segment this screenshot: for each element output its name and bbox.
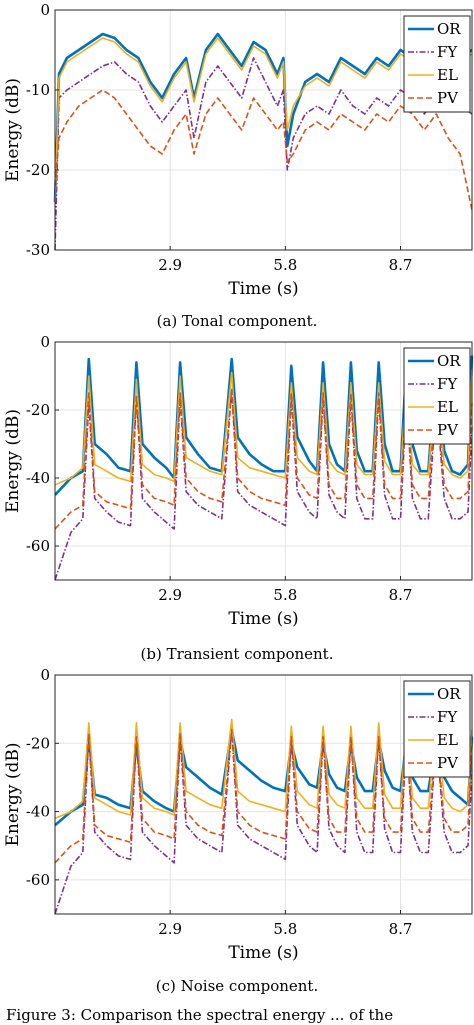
figure-caption-fragment: Figure 3: Comparison the spectral energy… xyxy=(6,1006,394,1024)
y-tick-label: -30 xyxy=(26,241,50,259)
x-tick-label: 5.8 xyxy=(273,256,297,274)
legend-box xyxy=(403,15,471,113)
caption-a: (a) Tonal component. xyxy=(156,312,318,330)
legend-label-pv: PV xyxy=(437,421,459,439)
x-tick-label: 2.9 xyxy=(158,586,182,604)
legend-label-fy: FY xyxy=(437,708,458,726)
legend-label-pv: PV xyxy=(437,89,459,107)
y-axis-label: Energy (dB) xyxy=(3,742,23,846)
legend: OR FY EL PV xyxy=(403,680,471,778)
y-tick-label: -20 xyxy=(26,161,50,179)
y-tick-label: 0 xyxy=(40,333,50,351)
x-tick-label: 8.7 xyxy=(389,920,413,938)
y-tick-label: -40 xyxy=(26,803,50,821)
legend-label-or: OR xyxy=(437,685,461,703)
chart-panel-0: 2.9 5.8 8.7 0 -10 -20 -30 Time (s) Energy (dB) OR… xyxy=(3,1,473,299)
legend-box xyxy=(403,680,471,778)
legend-label-el: EL xyxy=(437,66,458,84)
legend-label-fy: FY xyxy=(437,375,458,393)
x-axis-label: Time (s) xyxy=(228,609,298,629)
y-tick-label: -20 xyxy=(26,401,50,419)
chart-panel-1: 2.9 5.8 8.7 0 -20 -40 -60 Time (s) Energy (dB) OR… xyxy=(3,333,474,629)
x-axis-label: Time (s) xyxy=(228,279,298,299)
legend-box xyxy=(403,347,471,445)
legend: OR FY EL PV xyxy=(403,347,471,445)
legend-label-fy: FY xyxy=(437,43,458,61)
legend-label-el: EL xyxy=(437,731,458,749)
series-line-el xyxy=(54,369,473,486)
y-tick-label: 0 xyxy=(40,666,50,684)
series-line-pv xyxy=(54,89,473,211)
y-tick-label: -20 xyxy=(26,734,50,752)
chart-panel-2: 2.9 5.8 8.7 0 -20 -40 -60 Time (s) Energy (dB) OR… xyxy=(3,666,474,963)
y-tick-label: 0 xyxy=(40,1,50,19)
series-line-el xyxy=(54,718,473,820)
y-tick-label: -40 xyxy=(26,469,50,487)
legend-label-or: OR xyxy=(437,20,461,38)
legend-label-el: EL xyxy=(437,398,458,416)
legend: OR FY EL PV xyxy=(403,15,471,113)
caption-b: (b) Transient component. xyxy=(140,645,334,663)
caption-c: (c) Noise component. xyxy=(155,977,319,995)
x-tick-label: 2.9 xyxy=(158,920,182,938)
x-tick-label: 5.8 xyxy=(273,920,297,938)
x-axis-label: Time (s) xyxy=(228,943,298,963)
y-tick-label: -10 xyxy=(26,81,50,99)
legend-label-or: OR xyxy=(437,352,461,370)
y-tick-label: -60 xyxy=(26,871,50,889)
series-line-el xyxy=(54,37,473,203)
series-line-or xyxy=(53,32,473,203)
axes-frame xyxy=(54,674,473,915)
y-axis-label: Energy (dB) xyxy=(3,78,23,182)
y-tick-label: -60 xyxy=(26,537,50,555)
axes-frame xyxy=(54,9,473,251)
y-axis-label: Energy (dB) xyxy=(3,409,23,513)
axes-frame xyxy=(54,341,473,581)
x-tick-label: 8.7 xyxy=(389,256,413,274)
x-tick-label: 2.9 xyxy=(158,256,182,274)
x-tick-label: 8.7 xyxy=(389,586,413,604)
legend-label-pv: PV xyxy=(437,754,459,772)
series-line-pv xyxy=(54,388,473,530)
series-line-pv xyxy=(54,728,473,864)
x-tick-label: 5.8 xyxy=(273,586,297,604)
